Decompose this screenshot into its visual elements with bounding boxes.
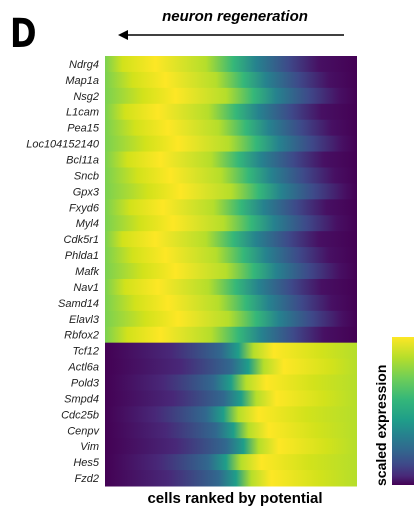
- direction-arrow: [118, 30, 344, 40]
- heatmap-row: [105, 247, 357, 264]
- gene-label: Pea15: [67, 123, 100, 135]
- gene-label: Elavl3: [69, 314, 100, 326]
- chart-title: neuron regeneration: [162, 8, 308, 25]
- heatmap-row: [105, 358, 357, 376]
- gene-label: Hes5: [73, 457, 100, 469]
- heatmap-row: [105, 199, 357, 216]
- heatmap-row: [105, 390, 357, 407]
- heatmap-row: [105, 326, 357, 344]
- gene-label: Loc104152140: [26, 139, 100, 151]
- heatmap-row: [105, 294, 357, 312]
- heatmap-row: [105, 87, 357, 105]
- gene-label: Nsg2: [73, 91, 99, 103]
- gene-labels: Ndrg4 Map1a Nsg2 L1cam Pea15 Loc104152140 Bcl1…: [26, 59, 100, 485]
- heatmap-row: [105, 151, 357, 168]
- gene-label: Pold3: [71, 377, 100, 389]
- panel-letter: D: [10, 11, 37, 57]
- gene-label: Fxyd6: [69, 202, 100, 214]
- gene-label: Nav1: [73, 282, 99, 294]
- gene-label: L1cam: [66, 107, 99, 119]
- heatmap-cells: [105, 56, 357, 487]
- heatmap-row: [105, 183, 357, 200]
- gene-label: Cdc25b: [61, 409, 99, 421]
- gene-label: Myl4: [76, 218, 99, 230]
- gene-label: Cdk5r1: [64, 234, 99, 246]
- gene-label: Mafk: [75, 266, 99, 278]
- x-axis-label: cells ranked by potential: [147, 490, 323, 507]
- gene-label: Actl6a: [67, 362, 99, 374]
- gene-label: Bcl11a: [66, 155, 99, 167]
- heatmap-row: [105, 167, 357, 184]
- heatmap-row: [105, 374, 357, 391]
- colorbar-label: scaled expression: [373, 364, 389, 486]
- gene-label: Ndrg4: [69, 59, 99, 71]
- heatmap-row: [105, 119, 357, 137]
- gene-label: Cenpv: [67, 425, 100, 437]
- gene-label: Sncb: [74, 170, 99, 182]
- gene-label: Map1a: [65, 75, 99, 87]
- gene-label: Gpx3: [73, 186, 100, 198]
- heatmap-row: [105, 103, 357, 121]
- gene-label: Fzd2: [75, 473, 99, 485]
- gene-label: Smpd4: [64, 393, 99, 405]
- heatmap-row: [105, 438, 357, 455]
- heatmap-row: [105, 231, 357, 248]
- gene-label: Rbfox2: [64, 330, 99, 342]
- gene-label: Vim: [80, 441, 99, 453]
- gene-label: Tcf12: [72, 346, 99, 358]
- arrow-head: [118, 30, 128, 40]
- heatmap-row: [105, 310, 357, 328]
- gene-label: Phlda1: [65, 250, 99, 262]
- heatmap-row: [105, 470, 357, 487]
- heatmap-row: [105, 71, 357, 89]
- heatmap-row: [105, 135, 357, 153]
- heatmap-row: [105, 56, 357, 73]
- heatmap-row: [105, 263, 357, 280]
- heatmap-row: [105, 215, 357, 232]
- colorbar: [392, 337, 414, 485]
- heatmap-row: [105, 454, 357, 471]
- heatmap-row: [105, 342, 357, 360]
- heatmap-row: [105, 278, 357, 296]
- gene-label: Samd14: [58, 298, 99, 310]
- heatmap-row: [105, 406, 357, 423]
- heatmap-row: [105, 422, 357, 439]
